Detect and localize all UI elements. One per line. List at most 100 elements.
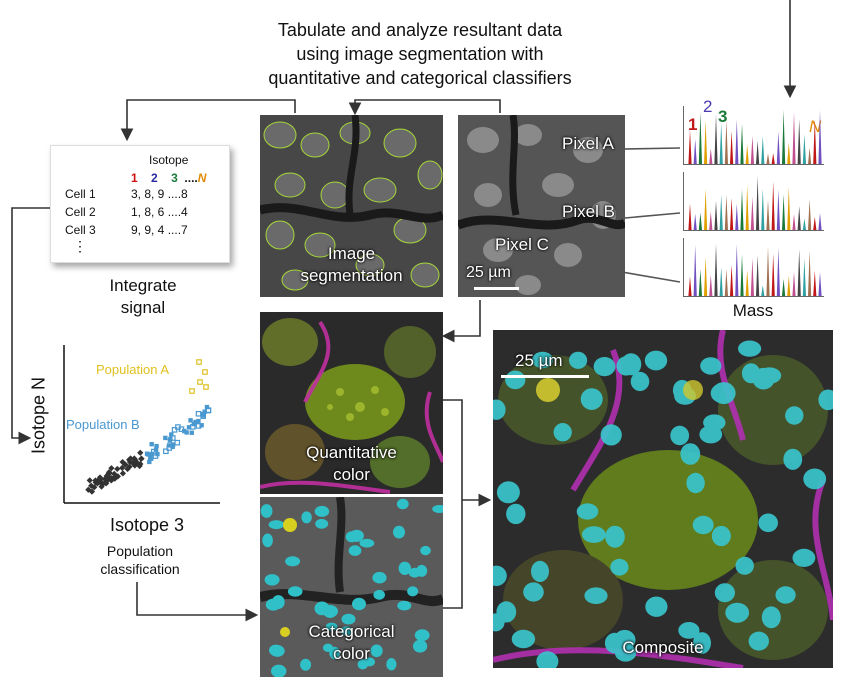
scatter-point [186,425,192,430]
spectrum-peak [730,197,734,230]
nucleus [700,357,722,375]
spectrum-peak [808,147,812,164]
table-more-rows: ⋮ [73,238,87,254]
spectrum-peak-labels: 1 2 3 N [683,95,833,136]
nucleus [359,538,375,548]
scatter-point [205,407,212,413]
nucleus [329,646,340,660]
spectrum-peak [792,271,796,296]
scatter-point [197,379,203,385]
spectrum-peak [750,258,754,296]
scatter-point [169,432,174,437]
scatter-point [114,465,121,473]
spectrum-peak [698,112,702,164]
nucleus [396,498,409,510]
scatter-point [131,462,138,469]
segmentation-label-line-1: Image [327,244,376,263]
nucleus [818,389,833,411]
spectrum-peak [735,203,739,230]
nucleus [569,351,588,369]
spectrum-peak [792,213,796,230]
scatter-point [204,404,210,410]
col-header-2: 2 [151,171,158,185]
spectrum-peak [808,199,812,230]
pixel-a-label: Pixel A [562,134,614,153]
nucleus [748,631,769,651]
spectrum-peak [782,278,786,296]
table-row-values: 1, 8, 6 ....4 [131,205,188,219]
scatter-point [189,430,194,435]
segmentation-image [260,115,443,297]
nucleus [506,503,526,525]
scatter-point [163,448,169,455]
nucleus [349,529,364,542]
integrate-label-line-1: Integrate [109,276,177,295]
spectrum-peak [714,200,718,230]
spectrum-peak [756,140,760,164]
pop-class-line-2: classification [100,561,180,577]
nucleus [341,613,356,625]
composite-scale-bar-label: 25 µm [515,351,563,370]
spectrum-peak [709,274,713,296]
scatter-point [174,439,181,446]
segmentation-label-line-2: segmentation [300,266,403,285]
scatter-point [170,442,176,447]
nucleus [386,658,397,671]
mass-spectrum-c [683,238,824,297]
nucleus [373,589,385,600]
col-header-ellipsis: .... [184,171,198,185]
scale-bar [474,287,519,290]
nucleus [680,443,701,465]
spectrum-peak [688,130,692,164]
spectrum-peak [761,285,765,296]
spectrum-peak [740,254,744,296]
peak-label-n: N [809,117,822,136]
nucleus [372,571,387,584]
mass-spectrum-b [683,172,824,231]
spectrum-peak [818,213,822,230]
nucleus [693,632,711,654]
spectrum-peak [787,187,791,230]
table-row-label: Cell 2 [65,205,96,219]
nucleus [531,560,549,582]
nucleus [265,598,281,611]
nucleus [645,596,668,617]
population-b-label: Population B [66,417,140,432]
spectrum-peak [735,119,739,164]
nucleus [269,644,283,656]
scatter-x-label: Isotope 3 [109,515,185,535]
scatter-point [202,369,208,375]
spectrum-peak [818,110,822,164]
spectrum-peak [776,131,780,164]
scatter-point [202,409,207,414]
nucleus [398,561,411,575]
pop-class-line-1: Population [106,543,174,559]
spectrum-peak [740,123,744,164]
integrate-signal-label: Integrate signal [78,275,208,319]
segmentation-label: Image segmentation [280,243,423,287]
spectrum-peak [750,196,754,230]
nucleus [735,556,754,575]
nucleus [644,350,668,371]
table-row-label: Cell 1 [65,187,96,201]
table-title: Isotope [149,153,189,167]
header-line-3: quantitative and categorical classifiers [268,68,572,88]
nucleus [785,406,804,425]
table-row-values: 3, 8, 9 ....8 [131,187,188,201]
spectrum-peak [808,250,812,296]
nucleus [414,629,430,642]
spectrum-peak [730,264,734,296]
spectrum-peak [802,218,806,230]
spectrum-peak [745,185,749,230]
pixel-image [458,115,625,297]
spectrum-peak [688,203,692,230]
nucleus [314,505,330,517]
scatter-point [147,459,152,465]
nucleus [287,586,303,597]
nucleus [493,399,506,420]
scatter-point [163,435,168,441]
nucleus [610,558,629,576]
scatter-point [155,451,160,457]
scatter-point [149,442,154,447]
nucleus [605,525,625,548]
